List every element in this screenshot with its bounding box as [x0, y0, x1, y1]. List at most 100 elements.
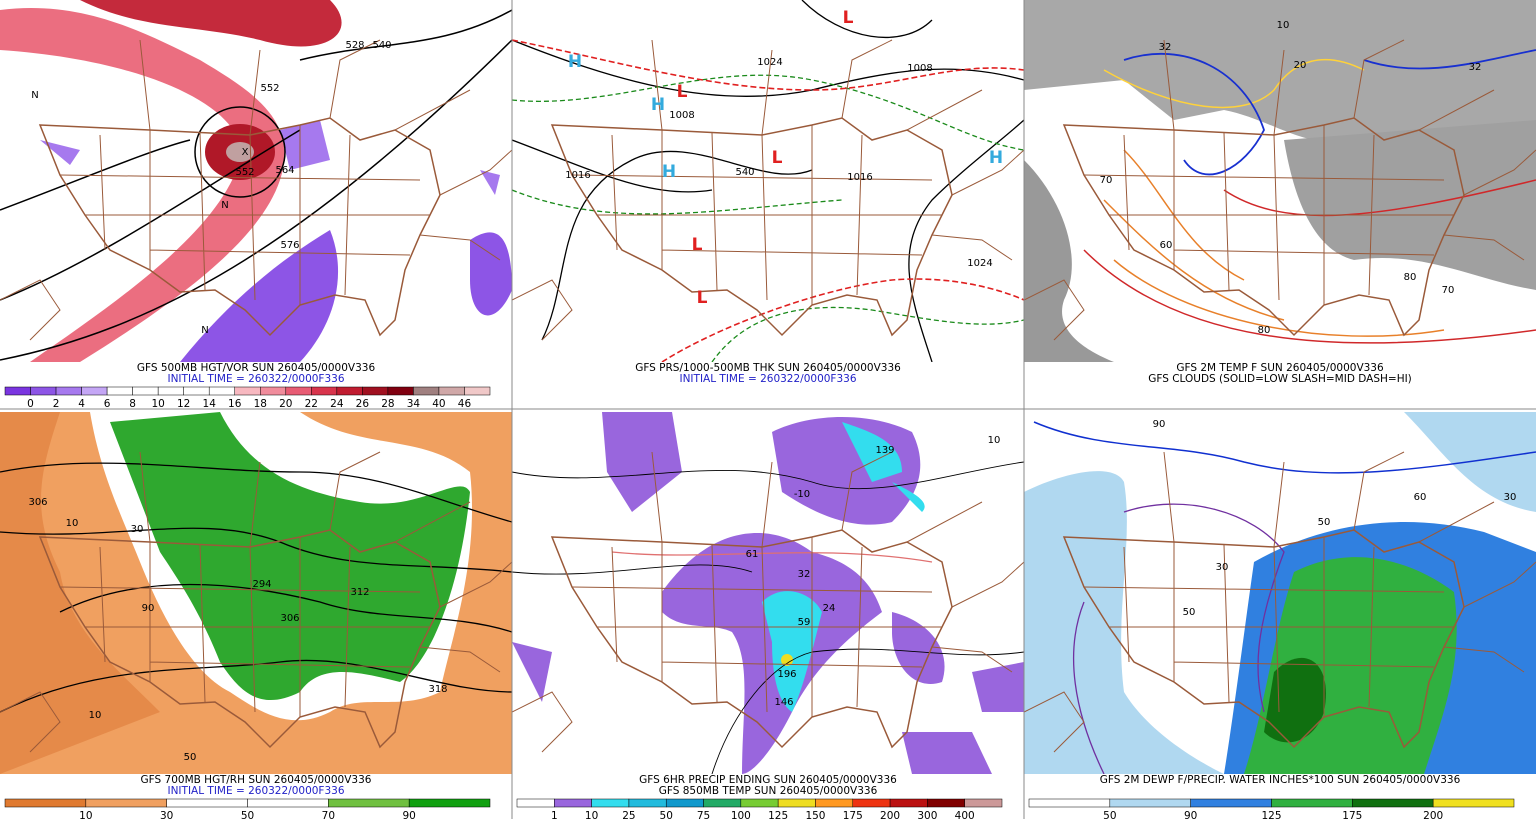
- caption: GFS 2M DEWP F/PRECIP. WATER INCHES*100 S…: [1100, 774, 1461, 786]
- colorbar-swatch: [81, 386, 108, 396]
- colorbar-label: 1: [551, 810, 558, 819]
- map-label: 60: [1414, 492, 1427, 503]
- map-label: N: [31, 90, 38, 101]
- map-label: 10: [1277, 20, 1290, 31]
- colorbar-swatch: [964, 798, 1003, 808]
- colorbar-label: 20: [279, 398, 292, 410]
- panel-500mb: 528 540 552 552 564 576 X N N N GFS 500MB HGT/VOR…: [0, 0, 512, 410]
- caption: GFS 2M TEMP F SUN 260405/0000V336: [1176, 362, 1384, 374]
- panel-dewpoint: 30 50 50 30 60 90 GFS 2M DEWP F/PRECIP. WATER…: [1024, 412, 1536, 819]
- map-label: 139: [875, 445, 894, 456]
- caption: GFS 500MB HGT/VOR SUN 260405/0000V336: [137, 362, 376, 374]
- colorbar-swatch: [438, 386, 465, 396]
- colorbar-label: 100: [731, 810, 751, 819]
- map-label: 306: [28, 497, 47, 508]
- colorbar-label: 40: [432, 398, 445, 410]
- map-label: 540: [735, 167, 754, 178]
- map-label: 312: [350, 587, 369, 598]
- caption: GFS 850MB TEMP SUN 260405/0000V336: [659, 785, 878, 797]
- colorbar-swatch: [30, 386, 57, 396]
- colorbar-label: 175: [843, 810, 863, 819]
- colorbar-swatch: [4, 798, 87, 808]
- map-label: 30: [131, 524, 144, 535]
- map-label: L: [843, 8, 854, 28]
- colorbar-label: 150: [805, 810, 825, 819]
- map-label: 196: [777, 669, 796, 680]
- map-label: 10: [988, 435, 1001, 446]
- map: [1024, 412, 1536, 774]
- colorbar-label: 0: [27, 398, 34, 410]
- map-label: H: [651, 95, 665, 115]
- colorbar-swatch: [1028, 798, 1111, 808]
- map-label: L: [677, 82, 688, 102]
- panel-temperature: 32 32 20 10 70 80 80 70 60 GFS 2M TEMP F SUN 260…: [1024, 0, 1536, 385]
- colorbar-label: 70: [322, 810, 335, 819]
- map-label: 540: [372, 40, 391, 51]
- map-label: 32: [1159, 42, 1172, 53]
- colorbar-label: 26: [356, 398, 370, 410]
- caption: GFS PRS/1000-500MB THK SUN 260405/0000V3…: [635, 362, 901, 374]
- colorbar-swatch: [260, 386, 287, 396]
- colorbar-swatch: [166, 798, 248, 808]
- colorbar-label: 75: [697, 810, 710, 819]
- map-label: 80: [1258, 325, 1271, 336]
- colorbar-swatch: [234, 386, 261, 396]
- colorbar-swatch: [703, 798, 742, 808]
- colorbar-label: 24: [330, 398, 344, 410]
- map-label: 30: [1504, 492, 1517, 503]
- map-label: 1024: [967, 258, 992, 269]
- colorbar-label: 10: [79, 810, 92, 819]
- colorbar-label: 28: [381, 398, 394, 410]
- colorbar-swatch: [247, 798, 329, 808]
- map-label: 294: [252, 579, 271, 590]
- map-label: 1016: [847, 172, 872, 183]
- colorbar-swatch: [183, 386, 210, 396]
- caption: GFS CLOUDS (SOLID=LOW SLASH=MID DASH=HI): [1148, 373, 1412, 385]
- map-label: 528: [345, 40, 364, 51]
- colorbar-swatch: [1271, 798, 1353, 808]
- colorbar-swatch: [55, 386, 82, 396]
- colorbar-swatch: [285, 386, 312, 396]
- colorbar-label: 14: [203, 398, 217, 410]
- map-label: 50: [184, 752, 197, 763]
- caption: INITIAL TIME = 260322/0000F336: [679, 373, 856, 385]
- caption: INITIAL TIME = 260322/0000F336: [167, 373, 344, 385]
- panel-700mb: 306 294 312 306 318 10 10 50 90 30 GFS 700MB HGT/…: [0, 412, 512, 819]
- map-label: 70: [1442, 285, 1455, 296]
- colorbar-swatch: [106, 386, 133, 396]
- colorbar-label: 16: [228, 398, 242, 410]
- colorbar-label: 200: [880, 810, 900, 819]
- colorbar-swatch: [516, 798, 555, 808]
- colorbar-swatch: [1190, 798, 1272, 808]
- map-label: N: [221, 200, 228, 211]
- map-label: H: [662, 162, 676, 182]
- map-label: H: [568, 52, 582, 72]
- map-label: 564: [275, 165, 294, 176]
- colorbar-swatch: [328, 798, 410, 808]
- colorbar-label: 30: [160, 810, 173, 819]
- caption: GFS 6HR PRECIP ENDING SUN 260405/0000V33…: [639, 774, 897, 786]
- colorbar-swatch: [1432, 798, 1515, 808]
- colorbar-label: 4: [78, 398, 85, 410]
- colorbar-label: 400: [955, 810, 975, 819]
- map-label: 32: [1469, 62, 1482, 73]
- map-label: 306: [280, 613, 299, 624]
- map-label: 50: [1183, 607, 1196, 618]
- map-label: 90: [1153, 419, 1166, 430]
- colorbar-swatch: [665, 798, 704, 808]
- colorbar-label: 125: [1261, 810, 1281, 819]
- map-label: N: [201, 325, 208, 336]
- colorbar-swatch: [408, 798, 491, 808]
- map-label: X: [242, 147, 249, 158]
- map-label: 552: [235, 167, 254, 178]
- colorbar-label: 12: [177, 398, 190, 410]
- colorbar-swatch: [591, 798, 630, 808]
- colorbar-label: 22: [305, 398, 318, 410]
- caption: GFS 700MB HGT/RH SUN 260405/0000V336: [141, 774, 372, 786]
- colorbar-label: 300: [917, 810, 937, 819]
- map-label: 30: [1216, 562, 1229, 573]
- colorbar-label: 200: [1423, 810, 1443, 819]
- colorbar-label: 10: [151, 398, 164, 410]
- map-label: 59: [798, 617, 811, 628]
